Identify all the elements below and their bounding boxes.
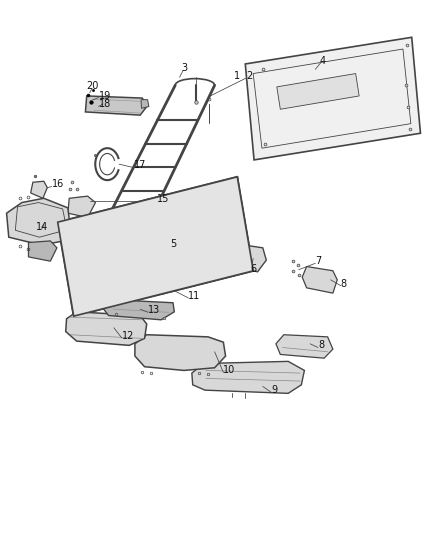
Text: 17: 17 <box>134 160 146 170</box>
Text: 3: 3 <box>182 63 188 73</box>
Polygon shape <box>28 241 57 261</box>
Polygon shape <box>237 245 266 272</box>
Text: 5: 5 <box>170 239 176 248</box>
Polygon shape <box>277 74 359 109</box>
Polygon shape <box>90 213 101 229</box>
Polygon shape <box>58 177 253 316</box>
Polygon shape <box>7 198 70 245</box>
Text: 16: 16 <box>52 180 64 189</box>
Text: 9: 9 <box>272 385 278 395</box>
Polygon shape <box>141 100 149 108</box>
Text: 11: 11 <box>188 291 201 301</box>
Text: 13: 13 <box>148 305 160 315</box>
Polygon shape <box>135 335 226 370</box>
Text: 1: 1 <box>234 71 240 80</box>
Text: 14: 14 <box>36 222 49 232</box>
Polygon shape <box>31 181 47 198</box>
Polygon shape <box>276 335 333 358</box>
Polygon shape <box>68 196 95 217</box>
Text: 20: 20 <box>86 82 99 91</box>
Polygon shape <box>192 361 304 393</box>
Polygon shape <box>66 312 147 345</box>
Text: 4: 4 <box>320 56 326 66</box>
Polygon shape <box>245 37 420 160</box>
Polygon shape <box>102 300 174 320</box>
Text: 8: 8 <box>341 279 347 288</box>
Text: 10: 10 <box>223 366 236 375</box>
Polygon shape <box>85 96 147 115</box>
Text: 8: 8 <box>319 341 325 350</box>
Polygon shape <box>144 221 155 235</box>
Polygon shape <box>302 266 337 293</box>
Text: 18: 18 <box>99 100 111 109</box>
Text: 15: 15 <box>157 195 169 204</box>
Text: 19: 19 <box>99 91 111 101</box>
Text: 12: 12 <box>122 331 134 341</box>
Text: 6: 6 <box>251 264 257 274</box>
Text: 7: 7 <box>315 256 321 266</box>
Text: 2: 2 <box>247 71 253 80</box>
